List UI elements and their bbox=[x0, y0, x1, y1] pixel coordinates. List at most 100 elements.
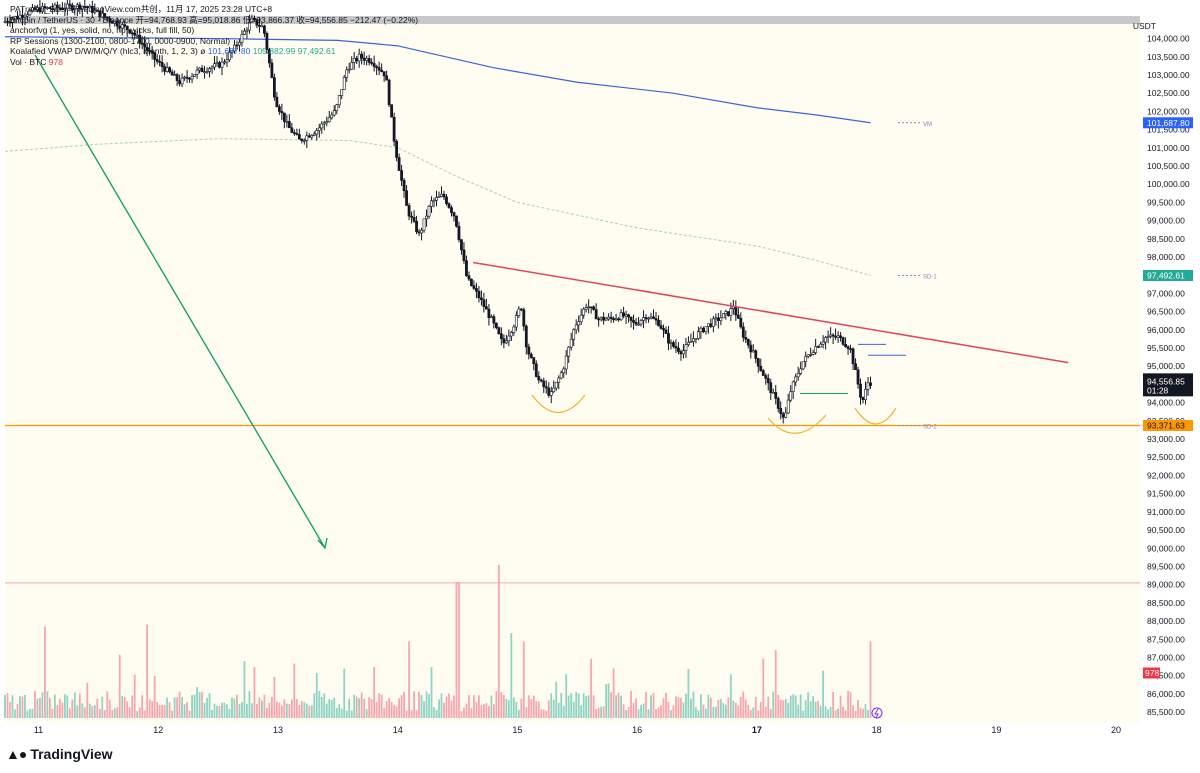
volume-bar bbox=[183, 704, 186, 718]
volume-bar bbox=[532, 695, 535, 718]
candle-body bbox=[437, 196, 441, 198]
x-tick-label: 17 bbox=[752, 725, 762, 735]
volume-bar bbox=[178, 691, 181, 718]
volume-bar bbox=[266, 707, 268, 718]
volume-bar bbox=[325, 703, 328, 718]
y-tick-label: 96,000.00 bbox=[1147, 325, 1185, 335]
tradingview-logo[interactable]: ▲● TradingView bbox=[6, 746, 113, 762]
koalafied-value-2: 105,882.99 bbox=[252, 46, 296, 56]
candle-body bbox=[504, 340, 508, 344]
volume-bar bbox=[774, 650, 777, 718]
y-tick-label: 95,000.00 bbox=[1147, 361, 1185, 371]
candle-body bbox=[300, 138, 304, 142]
time-axis[interactable]: 11 12 13 14 15 16 17 18 19 20 bbox=[34, 725, 1121, 735]
volume-bar bbox=[697, 710, 700, 718]
candle-body bbox=[342, 77, 346, 90]
volume-bar bbox=[473, 695, 475, 718]
indicator-rp-sessions[interactable]: RP Sessions (1300-2100, 0800-1700, 0000-… bbox=[10, 35, 231, 46]
volume-bar bbox=[814, 701, 817, 718]
candle-body bbox=[864, 389, 867, 400]
volume-bar bbox=[470, 708, 473, 718]
candle-body bbox=[185, 76, 189, 79]
volume-bar bbox=[86, 682, 89, 718]
candle-body bbox=[470, 278, 473, 286]
volume-bar bbox=[600, 706, 603, 718]
candle-body bbox=[255, 19, 259, 26]
volume-bar bbox=[832, 691, 835, 718]
candle-body bbox=[23, 15, 27, 18]
candle-body bbox=[499, 333, 503, 340]
candle-body bbox=[507, 335, 511, 342]
volume-bar bbox=[455, 582, 458, 718]
candle-body bbox=[277, 106, 281, 112]
indicator-anchorfvg[interactable]: anchorfvg (1, yes, solid, no, no, wicks,… bbox=[10, 25, 195, 35]
volume-bar bbox=[338, 704, 341, 718]
volume-bar bbox=[552, 699, 555, 718]
volume-bar bbox=[186, 702, 188, 718]
volume-bar bbox=[330, 700, 333, 718]
x-tick-label: 18 bbox=[872, 725, 882, 735]
volume-bar bbox=[290, 699, 293, 718]
volume-bar bbox=[627, 707, 630, 718]
candle-body bbox=[562, 368, 566, 374]
volume-bar bbox=[413, 691, 415, 718]
volume-bar bbox=[797, 704, 800, 718]
candle-body bbox=[415, 220, 418, 233]
y-tick-label: 93,000.00 bbox=[1147, 434, 1185, 444]
volume-bar bbox=[415, 710, 418, 718]
symbol-ohlc-line[interactable]: Bitcoin / TetherUS · 30 · Binance 开=94,7… bbox=[10, 14, 419, 25]
volume-bar bbox=[535, 701, 538, 718]
candle-body bbox=[350, 62, 354, 70]
volume-bar bbox=[238, 704, 241, 718]
volume-bar bbox=[91, 706, 94, 718]
volume-bar bbox=[283, 699, 286, 718]
volume-bar bbox=[572, 701, 575, 718]
candle-body bbox=[664, 329, 668, 334]
indicator-koalafied-vwap[interactable]: Koalafied VWAP D/W/M/Q/Y (hlc3, Month, 1… bbox=[10, 46, 418, 57]
volume-bar bbox=[123, 697, 126, 718]
candle-body bbox=[734, 306, 738, 316]
volume-bar bbox=[789, 695, 792, 718]
candle-body bbox=[512, 326, 516, 333]
volume-bar bbox=[61, 702, 64, 718]
resistance-trendline bbox=[473, 261, 1069, 364]
candle-body bbox=[427, 206, 431, 217]
volume-bar bbox=[373, 667, 376, 718]
volume-bar bbox=[438, 699, 440, 718]
volume-bar bbox=[430, 667, 433, 718]
y-tick-label: 102,000.00 bbox=[1147, 106, 1190, 116]
volume-bar bbox=[141, 695, 144, 718]
candle-body bbox=[602, 316, 606, 321]
candle-body bbox=[282, 112, 286, 122]
volume-bar bbox=[585, 696, 588, 718]
y-tick-label: 89,000.00 bbox=[1147, 580, 1185, 590]
volume-badge-bg bbox=[1143, 667, 1160, 679]
candle-body bbox=[407, 205, 411, 217]
volume-bar bbox=[365, 709, 368, 718]
volume-bar bbox=[707, 694, 710, 718]
candle-body bbox=[552, 387, 556, 392]
volume-bar bbox=[193, 694, 196, 718]
candle-body bbox=[489, 316, 493, 319]
candle-body bbox=[484, 306, 488, 310]
volume-bar bbox=[253, 667, 256, 718]
volume-bar bbox=[772, 691, 775, 718]
candle-body bbox=[68, 3, 72, 6]
candle-body bbox=[729, 308, 733, 316]
candle-body bbox=[786, 399, 790, 414]
volume-bar bbox=[530, 699, 533, 718]
price-axis[interactable]: 104,000.00 103,500.00 103,000.00 102,500.00… bbox=[1147, 34, 1190, 718]
volume-bar bbox=[106, 691, 109, 718]
candle-body bbox=[477, 290, 481, 299]
chart-legend: PATrader_Buer与TradingView.com共创，11月 17, … bbox=[10, 4, 418, 67]
candle-body bbox=[741, 326, 745, 338]
indicator-volume[interactable]: Vol · BTC 978 bbox=[10, 57, 418, 68]
volume-bar bbox=[395, 706, 398, 718]
candle-body bbox=[657, 319, 660, 326]
candle-body bbox=[849, 348, 852, 350]
volume-bar bbox=[463, 707, 465, 718]
candle-body bbox=[497, 327, 501, 335]
volume-bar bbox=[340, 708, 343, 718]
currency-label[interactable]: USDT bbox=[1132, 21, 1156, 31]
